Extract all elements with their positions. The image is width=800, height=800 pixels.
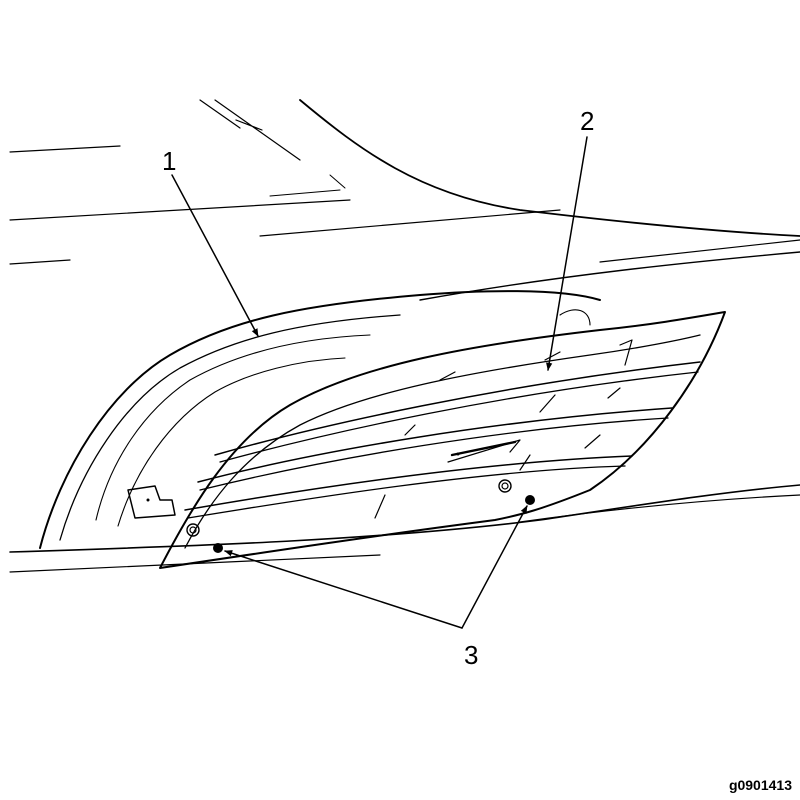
leader-1 bbox=[171, 174, 259, 337]
fastener-right bbox=[525, 495, 535, 505]
fog-lamp-grille bbox=[127, 311, 726, 569]
callout-1: 1 bbox=[162, 146, 176, 176]
figure-id: g0901413 bbox=[729, 777, 792, 793]
leader-lines bbox=[171, 136, 588, 629]
leader-3b bbox=[461, 505, 528, 629]
grille-fasteners bbox=[213, 495, 535, 553]
callout-3: 3 bbox=[464, 640, 478, 670]
bumper-outline bbox=[9, 99, 800, 573]
leader-3a bbox=[224, 550, 463, 629]
front-fascia-opening bbox=[39, 290, 601, 549]
fastener-left bbox=[213, 543, 223, 553]
leader-2 bbox=[546, 136, 588, 371]
callout-2: 2 bbox=[580, 106, 594, 136]
